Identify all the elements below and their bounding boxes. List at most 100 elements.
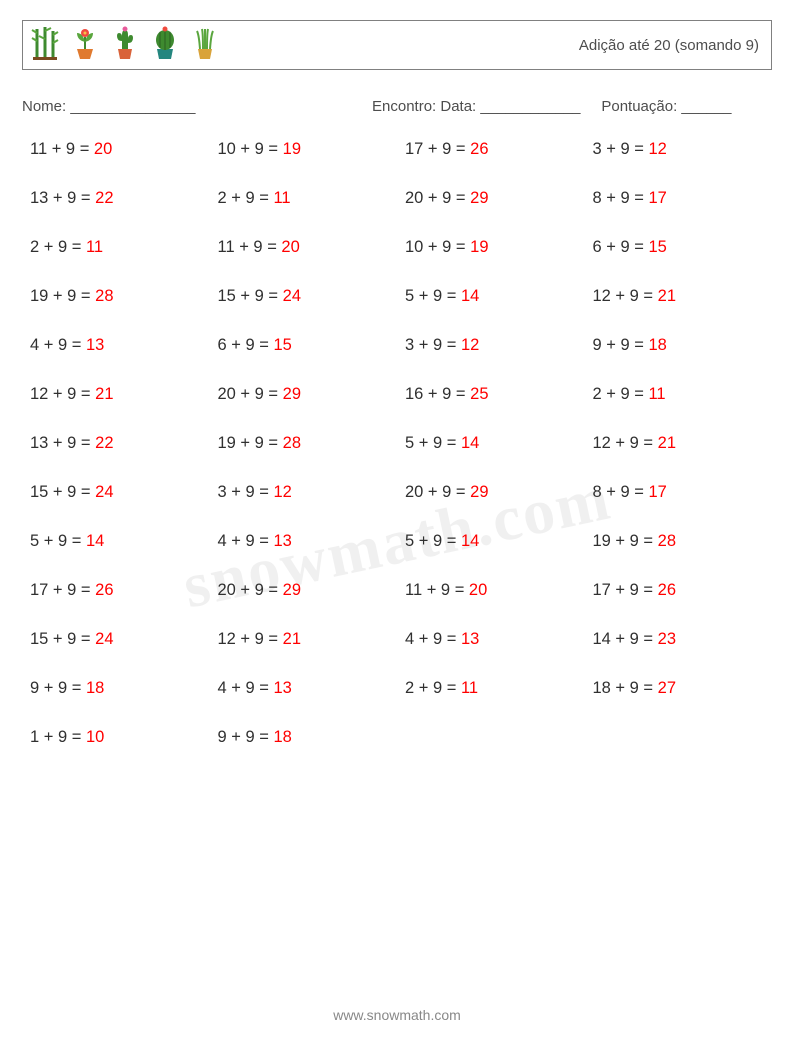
answer-text: 18	[86, 679, 104, 697]
problem-cell	[397, 728, 585, 747]
equation-text: 4 + 9 =	[218, 679, 274, 697]
equation-text: 5 + 9 =	[30, 532, 86, 550]
problem-cell: 17 + 9 = 26	[22, 581, 210, 600]
equation-text: 13 + 9 =	[30, 189, 95, 207]
problem-cell: 9 + 9 = 18	[210, 728, 398, 747]
answer-text: 11	[86, 238, 103, 256]
answer-text: 12	[273, 483, 291, 501]
equation-text: 17 + 9 =	[30, 581, 95, 599]
problem-cell: 11 + 9 = 20	[210, 238, 398, 257]
problem-cell: 19 + 9 = 28	[210, 434, 398, 453]
date-field-label: Encontro: Data: ____________	[372, 98, 581, 115]
problem-cell: 12 + 9 = 21	[22, 385, 210, 404]
info-row: Nome: _______________ Encontro: Data: __…	[22, 98, 772, 115]
answer-text: 26	[470, 140, 488, 158]
answer-text: 28	[658, 532, 676, 550]
equation-text: 14 + 9 =	[593, 630, 658, 648]
equation-text: 6 + 9 =	[218, 336, 274, 354]
answer-text: 12	[461, 336, 479, 354]
answer-text: 19	[283, 140, 301, 158]
answer-text: 14	[86, 532, 104, 550]
problem-cell: 8 + 9 = 17	[585, 483, 773, 502]
equation-text: 8 + 9 =	[593, 189, 649, 207]
equation-text: 17 + 9 =	[405, 140, 470, 158]
problem-cell: 20 + 9 = 29	[210, 385, 398, 404]
equation-text: 13 + 9 =	[30, 434, 95, 452]
answer-text: 29	[470, 483, 488, 501]
answer-text: 15	[273, 336, 291, 354]
equation-text: 2 + 9 =	[405, 679, 461, 697]
answer-text: 13	[86, 336, 104, 354]
answer-text: 11	[461, 679, 478, 697]
problem-cell: 17 + 9 = 26	[585, 581, 773, 600]
answer-text: 24	[95, 483, 113, 501]
problem-cell: 1 + 9 = 10	[22, 728, 210, 747]
problem-cell: 12 + 9 = 21	[585, 287, 773, 306]
answer-text: 19	[470, 238, 488, 256]
problem-cell: 18 + 9 = 27	[585, 679, 773, 698]
equation-text: 3 + 9 =	[405, 336, 461, 354]
equation-text: 18 + 9 =	[593, 679, 658, 697]
equation-text: 5 + 9 =	[405, 287, 461, 305]
problem-cell: 19 + 9 = 28	[585, 532, 773, 551]
problem-cell: 16 + 9 = 25	[397, 385, 585, 404]
problem-cell: 10 + 9 = 19	[397, 238, 585, 257]
flower-pot-icon	[71, 25, 99, 66]
equation-text: 4 + 9 =	[405, 630, 461, 648]
equation-text: 1 + 9 =	[30, 728, 86, 746]
answer-text: 29	[283, 581, 301, 599]
equation-text: 2 + 9 =	[30, 238, 86, 256]
answer-text: 12	[648, 140, 666, 158]
problem-cell: 14 + 9 = 23	[585, 630, 773, 649]
equation-text: 9 + 9 =	[218, 728, 274, 746]
problem-cell: 11 + 9 = 20	[22, 140, 210, 159]
answer-text: 18	[648, 336, 666, 354]
answer-text: 20	[469, 581, 487, 599]
answer-text: 25	[470, 385, 488, 403]
answer-text: 26	[658, 581, 676, 599]
problem-cell: 6 + 9 = 15	[210, 336, 398, 355]
equation-text: 6 + 9 =	[593, 238, 649, 256]
answer-text: 10	[86, 728, 104, 746]
answer-text: 13	[273, 532, 291, 550]
answer-text: 21	[658, 434, 676, 452]
answer-text: 27	[658, 679, 676, 697]
problem-cell: 6 + 9 = 15	[585, 238, 773, 257]
equation-text: 19 + 9 =	[593, 532, 658, 550]
answer-text: 28	[95, 287, 113, 305]
problem-cell: 12 + 9 = 21	[210, 630, 398, 649]
equation-text: 12 + 9 =	[593, 434, 658, 452]
equation-text: 12 + 9 =	[30, 385, 95, 403]
equation-text: 4 + 9 =	[30, 336, 86, 354]
problem-cell: 10 + 9 = 19	[210, 140, 398, 159]
answer-text: 13	[273, 679, 291, 697]
equation-text: 20 + 9 =	[405, 483, 470, 501]
problem-cell: 3 + 9 = 12	[210, 483, 398, 502]
footer-link: www.snowmath.com	[0, 1007, 794, 1023]
equation-text: 5 + 9 =	[405, 434, 461, 452]
problem-cell: 8 + 9 = 17	[585, 189, 773, 208]
equation-text: 15 + 9 =	[218, 287, 283, 305]
problem-cell: 13 + 9 = 22	[22, 189, 210, 208]
answer-text: 29	[283, 385, 301, 403]
answer-text: 22	[95, 434, 113, 452]
answer-text: 26	[95, 581, 113, 599]
problem-cell: 4 + 9 = 13	[397, 630, 585, 649]
equation-text: 12 + 9 =	[593, 287, 658, 305]
problem-cell: 20 + 9 = 29	[397, 189, 585, 208]
problem-cell: 4 + 9 = 13	[210, 532, 398, 551]
problem-cell: 13 + 9 = 22	[22, 434, 210, 453]
equation-text: 4 + 9 =	[218, 532, 274, 550]
problem-cell: 15 + 9 = 24	[22, 630, 210, 649]
equation-text: 9 + 9 =	[593, 336, 649, 354]
problem-cell: 5 + 9 = 14	[397, 434, 585, 453]
equation-text: 10 + 9 =	[405, 238, 470, 256]
problem-cell: 19 + 9 = 28	[22, 287, 210, 306]
problem-cell: 3 + 9 = 12	[397, 336, 585, 355]
header-box: Adição até 20 (somando 9)	[22, 20, 772, 70]
cactus-pot-icon	[111, 25, 139, 66]
equation-text: 12 + 9 =	[218, 630, 283, 648]
bamboo-icon	[31, 25, 59, 66]
problem-cell: 15 + 9 = 24	[210, 287, 398, 306]
problem-cell: 17 + 9 = 26	[397, 140, 585, 159]
